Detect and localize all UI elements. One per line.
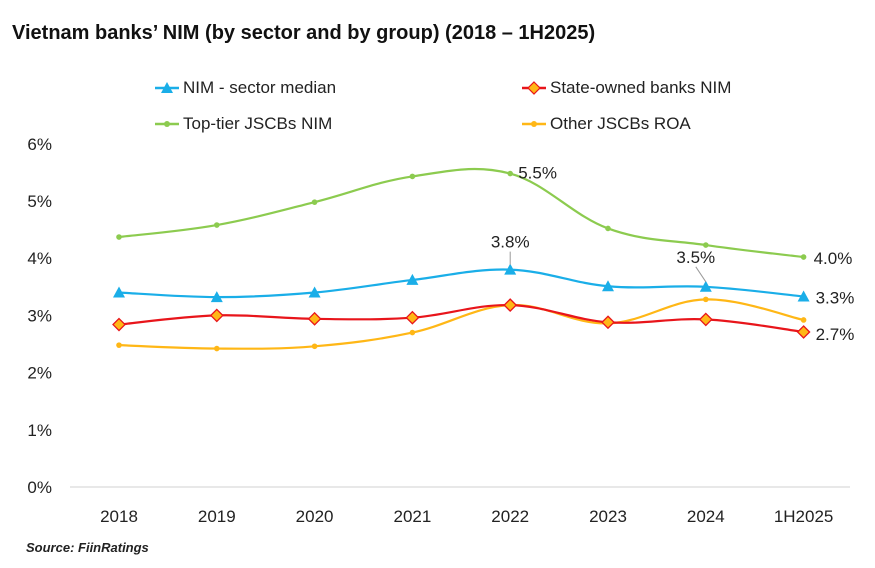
series-line <box>118 167 804 259</box>
x-tick-label: 1H2025 <box>774 507 834 526</box>
legend-diamond-icon <box>522 81 546 95</box>
y-tick-label: 2% <box>27 364 52 383</box>
x-tick-label: 2019 <box>198 507 236 526</box>
y-tick-label: 1% <box>27 421 52 440</box>
label-leader-line <box>695 266 707 283</box>
x-tick-label: 2022 <box>491 507 529 526</box>
legend-dot-icon <box>522 121 546 127</box>
data-label: 4.0% <box>814 249 853 268</box>
data-label: 3.8% <box>491 233 530 252</box>
data-point <box>699 280 712 292</box>
data-point <box>112 317 126 332</box>
y-tick-label: 0% <box>27 478 52 497</box>
data-point <box>503 298 518 313</box>
data-point <box>311 343 318 350</box>
data-point <box>797 290 810 302</box>
legend-item-sector-median: NIM - sector median <box>155 78 336 98</box>
data-point <box>800 254 807 260</box>
data-point <box>214 345 220 352</box>
data-point <box>601 315 615 330</box>
legend-label: Other JSCBs ROA <box>550 114 691 133</box>
data-point <box>311 199 318 205</box>
y-tick-label: 5% <box>27 192 52 211</box>
data-point <box>405 310 420 325</box>
y-tick-label: 4% <box>27 249 52 268</box>
data-point <box>113 286 125 298</box>
x-tick-label: 2018 <box>100 507 138 526</box>
chart-title: Vietnam banks’ NIM (by sector and by gro… <box>12 22 596 44</box>
data-point <box>409 329 416 336</box>
data-label: 5.5% <box>518 164 557 183</box>
legend-item-other-jscbs: Other JSCBs ROA <box>522 114 691 134</box>
y-tick-label: 6% <box>27 135 52 154</box>
data-point <box>796 325 811 339</box>
x-tick-label: 2024 <box>687 507 725 526</box>
data-point <box>703 242 709 248</box>
data-point <box>116 234 122 240</box>
x-tick-label: 2021 <box>393 507 431 526</box>
data-point <box>116 342 122 348</box>
source-note: Source: FiinRatings <box>26 540 149 555</box>
data-point <box>698 312 713 327</box>
series-line <box>118 268 804 299</box>
data-point <box>209 308 224 323</box>
legend-triangle-icon <box>155 82 179 93</box>
series-line <box>118 304 804 334</box>
data-point <box>602 280 614 292</box>
data-point <box>800 317 807 323</box>
legend-item-top-tier: Top-tier JSCBs NIM <box>155 114 332 134</box>
data-point <box>504 263 517 275</box>
data-label: 3.5% <box>676 248 715 267</box>
legend-dot-icon <box>155 121 179 127</box>
data-point <box>507 170 513 177</box>
data-label: 3.3% <box>816 289 855 308</box>
legend-label: Top-tier JSCBs NIM <box>183 114 333 133</box>
data-point <box>409 173 416 180</box>
x-tick-label: 2023 <box>589 507 627 526</box>
data-label: 2.7% <box>816 325 855 344</box>
legend-label: State-owned banks NIM <box>550 78 732 97</box>
series-line <box>118 298 804 350</box>
data-point <box>307 311 322 326</box>
data-point <box>605 225 611 232</box>
data-point <box>308 286 321 298</box>
y-tick-label: 3% <box>27 306 52 325</box>
data-point <box>210 291 223 303</box>
data-point <box>703 296 709 303</box>
legend-item-state-owned: State-owned banks NIM <box>522 78 731 98</box>
data-point <box>406 273 419 285</box>
legend-label: NIM - sector median <box>183 78 337 97</box>
data-point <box>214 222 220 228</box>
x-tick-label: 2020 <box>296 507 334 526</box>
